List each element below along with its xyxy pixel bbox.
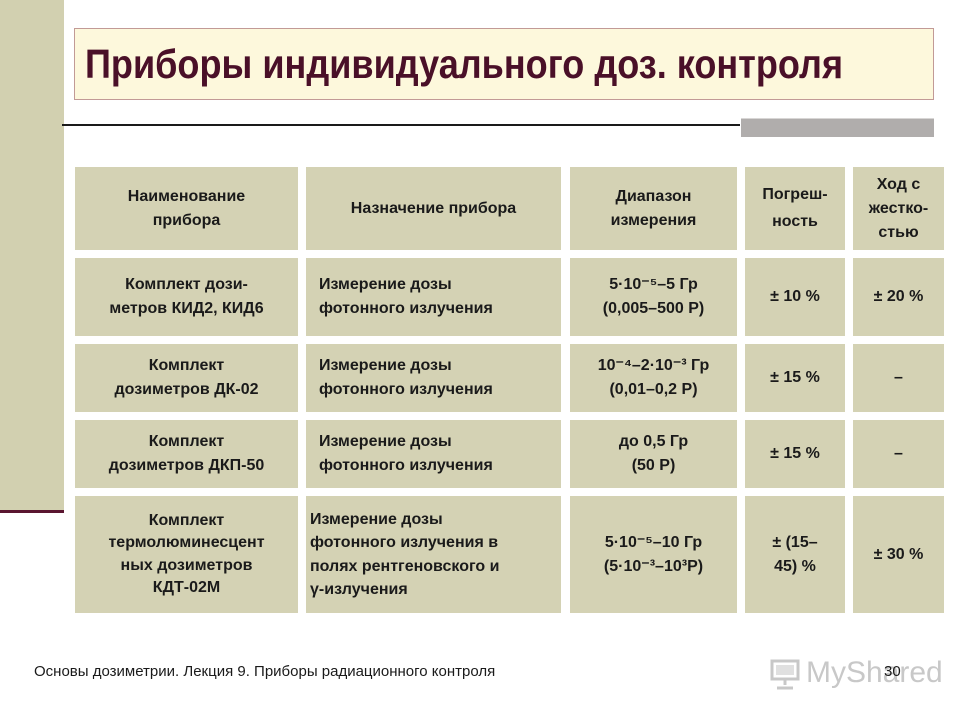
title-rule-accent <box>741 118 934 137</box>
page-number: 30 <box>884 663 901 680</box>
header-stiffness: Ход с жестко- стью <box>853 167 944 250</box>
watermark-logo: MyShared <box>806 656 943 689</box>
row1-purpose: Измерение дозы фотонного излучения <box>306 258 561 336</box>
row4-range: 5·10⁻⁵–10 Гр (5·10⁻³–10³Р) <box>570 496 737 613</box>
row2-purpose: Измерение дозы фотонного излучения <box>306 344 561 412</box>
left-decor-band <box>0 0 64 512</box>
row3-purpose: Измерение дозы фотонного излучения <box>306 420 561 488</box>
header-range: Диапазон измерения <box>570 167 737 250</box>
row1-range: 5·10⁻⁵–5 Гр (0,005–500 Р) <box>570 258 737 336</box>
row4-name: Комплект термолюминесцент ных дозиметров… <box>75 496 298 613</box>
row3-name: Комплект дозиметров ДКП-50 <box>75 420 298 488</box>
row3-error: ± 15 % <box>745 420 845 488</box>
row4-stiffness: ± 30 % <box>853 496 944 613</box>
row2-stiffness: – <box>853 344 944 412</box>
header-error: Погреш- ность <box>745 167 845 250</box>
header-purpose: Назначение прибора <box>306 167 561 250</box>
title-box: Приборы индивидуального доз. контроля <box>74 28 934 100</box>
presentation-board-icon <box>770 659 800 690</box>
row4-purpose: Измерение дозы фотонного излучения в пол… <box>306 496 561 613</box>
left-decor-line <box>0 510 64 513</box>
row3-stiffness: – <box>853 420 944 488</box>
row4-error: ± (15– 45) % <box>745 496 845 613</box>
row2-error: ± 15 % <box>745 344 845 412</box>
row1-stiffness: ± 20 % <box>853 258 944 336</box>
row2-range: 10⁻⁴–2·10⁻³ Гр (0,01–0,2 Р) <box>570 344 737 412</box>
row1-error: ± 10 % <box>745 258 845 336</box>
header-name: Наименование прибора <box>75 167 298 250</box>
title-rule <box>62 124 740 126</box>
footer-caption: Основы дозиметрии. Лекция 9. Приборы рад… <box>34 663 496 680</box>
slide-title: Приборы индивидуального доз. контроля <box>85 41 844 87</box>
row1-name: Комплект дози- метров КИД2, КИД6 <box>75 258 298 336</box>
row3-range: до 0,5 Гр (50 Р) <box>570 420 737 488</box>
row2-name: Комплект дозиметров ДК-02 <box>75 344 298 412</box>
